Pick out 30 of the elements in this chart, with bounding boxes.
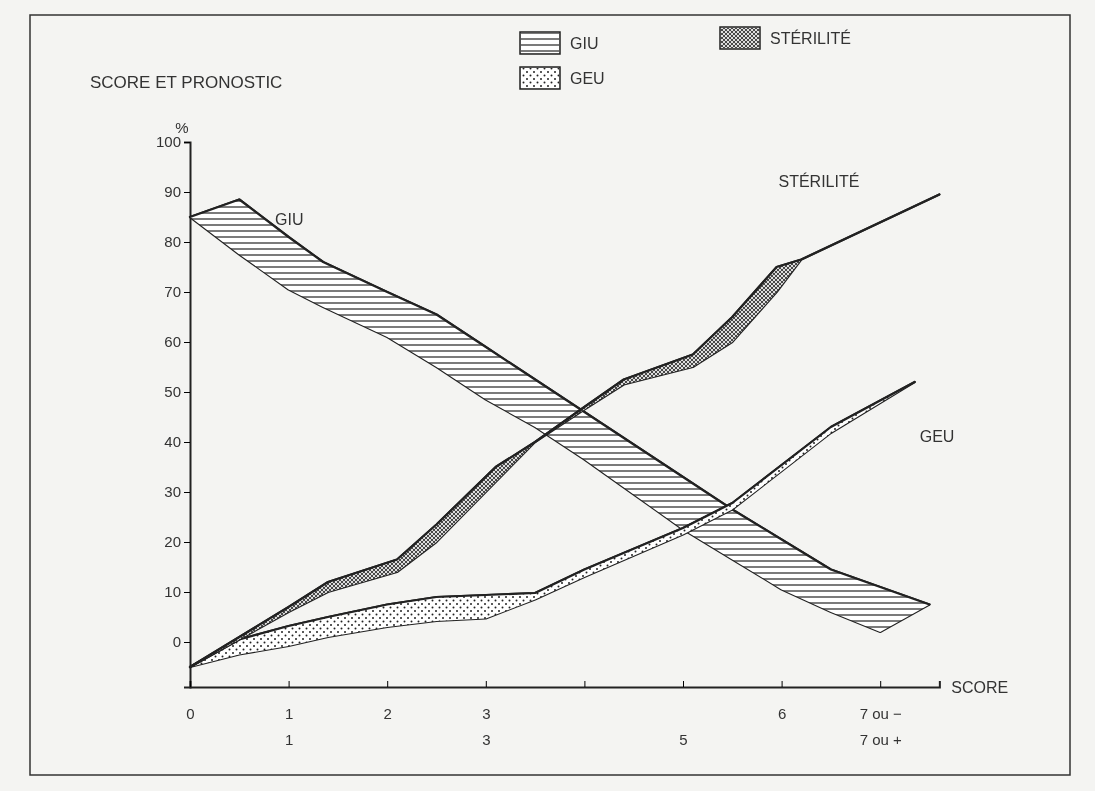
- legend-label: STÉRILITÉ: [770, 29, 851, 47]
- x-tick-label: 6: [777, 704, 787, 722]
- legend-label: GEU: [570, 70, 605, 87]
- y-tick-label: 0: [172, 633, 181, 651]
- text: STÉRILITÉ: [778, 172, 860, 190]
- x-tick-label: 3: [482, 704, 491, 722]
- x-tick-label: 1: [284, 704, 294, 722]
- x-tick-label: 7 ou −: [859, 704, 902, 722]
- y-tick-label: 30: [164, 483, 181, 501]
- x2-tick-label: 7 ou +: [859, 731, 902, 748]
- x2-tick-label: 1: [284, 731, 294, 748]
- x2-tick-label: 5: [679, 731, 688, 748]
- y-tick-label: 100: [155, 133, 181, 151]
- y-tick-label: 70: [164, 283, 181, 301]
- y-tick-label: 90: [164, 183, 181, 201]
- y-axis-title: %: [175, 119, 189, 136]
- y-tick-label: 80: [164, 233, 181, 251]
- y-tick-label: 60: [164, 333, 181, 351]
- text: GEU: [919, 428, 955, 445]
- x-axis-title: SCORE: [951, 679, 1009, 696]
- x-tick-label: 0: [186, 704, 195, 722]
- text: GIU: [275, 211, 304, 228]
- y-tick-label: 20: [164, 533, 181, 551]
- y-tick-label: 50: [164, 383, 181, 401]
- x2-tick-label: 3: [482, 731, 491, 748]
- y-tick-label: 40: [164, 433, 181, 451]
- chart-title: SCORE ET PRONOSTIC: [90, 73, 283, 92]
- legend-label: GIU: [570, 35, 599, 52]
- x-tick-label: 2: [383, 704, 392, 722]
- y-tick-label: 10: [164, 583, 181, 601]
